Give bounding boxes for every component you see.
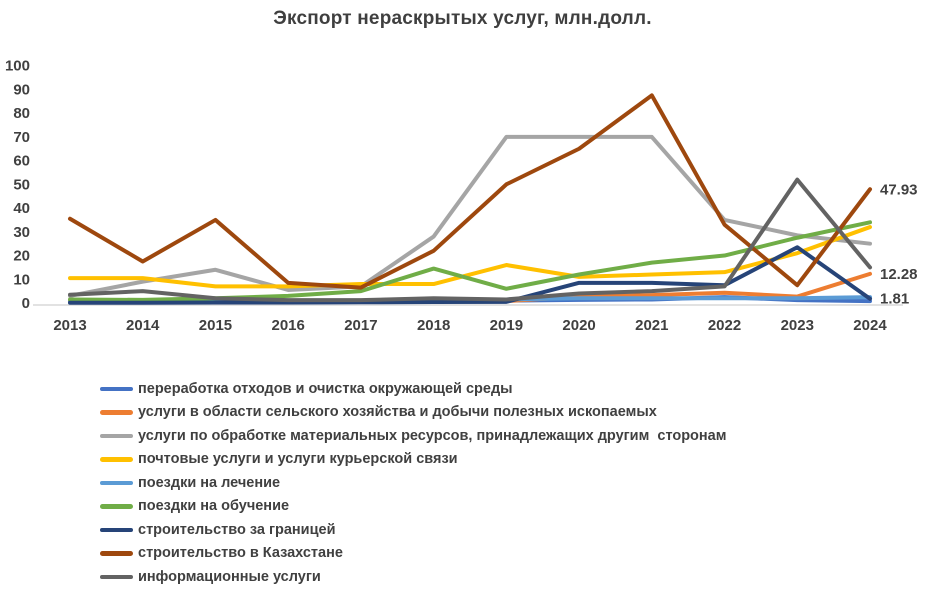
data-label: 1.81 [880, 291, 909, 308]
data-label: 12.28 [880, 266, 918, 283]
y-axis-tick-label: 0 [22, 295, 30, 312]
legend-label: строительство в Казахстане [138, 545, 343, 561]
series-line-2 [68, 134, 872, 298]
legend-line-swatch [100, 386, 133, 391]
legend-item: услуги в области сельского хозяйства и д… [100, 401, 726, 425]
x-axis-tick-label: 2021 [635, 317, 668, 334]
y-axis-tick-label: 20 [13, 248, 30, 265]
y-axis-tick-label: 100 [5, 58, 30, 75]
data-label: 47.93 [880, 181, 918, 198]
legend-item: услуги по обработке материальных ресурсо… [100, 424, 726, 448]
x-axis-tick-label: 2020 [562, 317, 595, 334]
legend-line-swatch [100, 527, 133, 532]
y-axis-tick-label: 30 [13, 224, 30, 241]
chart-title: Экспорт нераскрытых услуг, млн.долл. [273, 8, 652, 29]
legend-item: информационные услуги [100, 565, 726, 589]
legend-label: почтовые услуги и услуги курьерской связ… [138, 451, 458, 467]
x-axis-tick-label: 2023 [781, 317, 814, 334]
y-axis-tick-label: 10 [13, 271, 30, 288]
x-axis-tick-label: 2024 [853, 317, 887, 334]
legend-item: строительство в Казахстане [100, 542, 726, 566]
chart-legend: переработка отходов и очистка окружающей… [100, 377, 726, 589]
legend-line-swatch [100, 504, 133, 509]
y-axis-tick-label: 70 [13, 129, 30, 146]
x-axis-tick-label: 2016 [271, 317, 304, 334]
legend-label: услуги в области сельского хозяйства и д… [138, 404, 657, 420]
legend-label: поездки на лечение [138, 474, 281, 491]
x-axis-tick-label: 2017 [344, 317, 377, 334]
y-axis-tick-label: 50 [13, 176, 30, 193]
legend-label: информационные услуги [138, 568, 321, 585]
series-line-7 [68, 93, 872, 290]
legend-line-swatch [100, 410, 133, 415]
legend-line-swatch [100, 551, 133, 556]
y-axis-tick-label: 40 [13, 200, 30, 217]
legend-item: строительство за границей [100, 518, 726, 542]
x-axis-tick-label: 2015 [199, 317, 232, 334]
y-axis-tick-label: 80 [13, 105, 30, 122]
legend-label: строительство за границей [138, 521, 336, 538]
series-line-8 [68, 177, 872, 303]
x-axis-tick-label: 2019 [490, 317, 523, 334]
x-axis-tick-label: 2013 [53, 317, 86, 334]
legend-label: поездки на обучение [138, 498, 290, 514]
legend-line-swatch [100, 574, 133, 579]
legend-item: переработка отходов и очистка окружающей… [100, 377, 726, 401]
x-axis-tick-label: 2018 [417, 317, 450, 334]
series-line-6 [68, 245, 872, 305]
legend-item: поездки на лечение [100, 471, 726, 495]
y-axis-tick-label: 90 [13, 81, 30, 98]
legend-item: почтовые услуги и услуги курьерской связ… [100, 448, 726, 472]
x-axis-tick-label: 2014 [126, 317, 160, 334]
legend-label: услуги по обработке материальных ресурсо… [138, 427, 727, 444]
legend-line-swatch [100, 433, 133, 438]
x-axis-tick-label: 2022 [708, 317, 741, 334]
legend-line-swatch [100, 457, 133, 462]
legend-item: поездки на обучение [100, 495, 726, 519]
legend-line-swatch [100, 480, 133, 485]
y-axis-tick-label: 60 [13, 153, 30, 170]
legend-label: переработка отходов и очистка окружающей… [138, 380, 513, 397]
